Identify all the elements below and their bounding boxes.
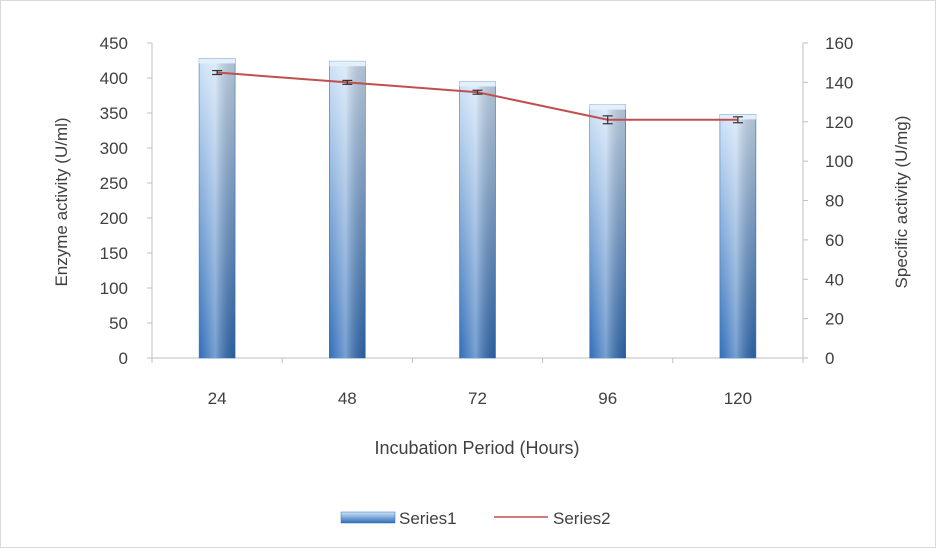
y-tick-label: 150: [100, 244, 128, 263]
plot-area: 0 50 100 150 200 250 300 350 400 450 0 20 40 60 80 100 1…: [100, 34, 854, 408]
y2-tick-label: 80: [825, 192, 844, 211]
y-tick-label: 400: [100, 69, 128, 88]
y-tick-label: 100: [100, 279, 128, 298]
legend-swatch-series1: [340, 511, 396, 524]
bar-highlight: [199, 58, 236, 359]
x-tick-label: 48: [338, 389, 357, 408]
y2-tick-label: 160: [825, 34, 853, 53]
x-tick-label: 24: [208, 389, 227, 408]
legend: Series1 Series2: [340, 509, 611, 528]
bar-cap: [459, 81, 496, 87]
legend-label-series1: Series1: [399, 509, 457, 528]
legend-item-series2: Series2: [494, 509, 611, 528]
y2-tick-label: 40: [825, 270, 844, 289]
y2-tick-label: 100: [825, 152, 853, 171]
y-axis-label: Enzyme activity (U/ml): [52, 117, 71, 286]
y2-tick-label: 60: [825, 231, 844, 250]
y-tick-label: 250: [100, 174, 128, 193]
y-tick-label: 200: [100, 209, 128, 228]
bar-highlight: [329, 61, 366, 358]
x-axis-label: Incubation Period (Hours): [374, 438, 579, 458]
legend-label-series2: Series2: [553, 509, 611, 528]
y-tick-label: 50: [109, 314, 128, 333]
bar-highlight: [719, 114, 756, 359]
y2-tick-label: 0: [825, 349, 834, 368]
y2-tick-label: 120: [825, 113, 853, 132]
x-tick-label: 120: [724, 389, 752, 408]
bar-highlight: [589, 104, 626, 358]
bar-cap: [589, 104, 626, 110]
y2-tick-label: 140: [825, 73, 853, 92]
y-tick-label: 450: [100, 34, 128, 53]
x-tick-label: 72: [468, 389, 487, 408]
legend-item-series1: Series1: [340, 509, 457, 528]
bar-cap: [199, 58, 236, 64]
y-tick-label: 300: [100, 139, 128, 158]
y-tick-label: 0: [119, 349, 128, 368]
x-tick-label: 96: [598, 389, 617, 408]
y2-tick-label: 20: [825, 310, 844, 329]
y2-axis-label: Specific activity (U/mg): [892, 116, 911, 289]
y-tick-label: 350: [100, 104, 128, 123]
bar-highlight: [459, 81, 496, 358]
bar-cap: [329, 61, 366, 67]
